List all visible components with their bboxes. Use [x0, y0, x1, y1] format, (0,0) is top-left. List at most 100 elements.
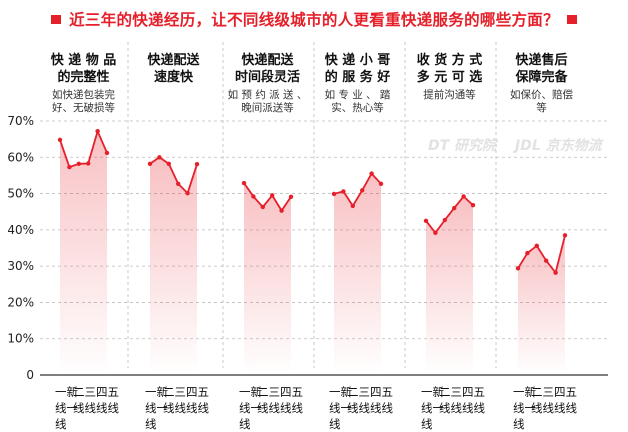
x-tier-label: 三 线	[268, 385, 281, 415]
series-line-1	[59, 130, 108, 169]
chart-title: 近三年的快递经历，让不同线级城市的人更看重快递服务的哪些方面？	[69, 11, 559, 29]
data-point-3-5	[279, 208, 284, 213]
watermark-dt: DT 研究院	[428, 138, 497, 154]
x-tier-label: 二 线	[163, 385, 175, 415]
category-title-3: 快递配送 时间段灵活	[234, 53, 300, 85]
y-tick-label: 10%	[7, 332, 34, 346]
data-point-2-4	[176, 181, 181, 186]
x-tier-label: 三 线	[542, 385, 555, 415]
x-tier-label: 五 线	[107, 385, 120, 415]
data-point-3-2	[251, 194, 256, 199]
data-point-6-5	[553, 270, 558, 275]
category-title-6: 快递售后 保障完备	[515, 53, 568, 85]
title-row: 近三年的快递经历，让不同线级城市的人更看重快递服务的哪些方面？	[0, 6, 628, 32]
category-title-5: 收 货 方 式 多 元 可 选	[416, 53, 483, 85]
data-point-3-3	[260, 204, 265, 210]
data-point-5-5	[461, 194, 466, 199]
series-area-5	[426, 196, 473, 375]
x-tier-label: 三 线	[174, 385, 187, 415]
x-tier-label: 五 线	[381, 385, 394, 415]
x-tier-label: 三 线	[358, 385, 371, 415]
data-point-6-3	[534, 243, 539, 249]
data-point-2-6	[194, 161, 200, 167]
data-point-6-4	[544, 258, 549, 263]
data-point-1-2	[67, 164, 72, 170]
data-point-5-2	[433, 230, 438, 235]
y-tick-label: 20%	[7, 295, 34, 309]
x-tier-label: 四 线	[280, 385, 292, 415]
data-point-5-3	[442, 217, 447, 223]
x-tier-label: 一新 线一 线	[55, 385, 78, 431]
x-tier-label: 一新 线一 线	[513, 385, 536, 431]
x-tier-label: 五 线	[197, 385, 210, 415]
data-point-3-6	[288, 194, 294, 200]
y-tick-label: 40%	[7, 223, 34, 237]
series-area-3	[244, 183, 291, 375]
category-note-4: 如 专 业 、 踏 实、热心等	[324, 89, 391, 114]
x-tier-label: 五 线	[565, 385, 578, 415]
series-line-3	[243, 182, 292, 212]
series-area-2	[150, 157, 197, 375]
x-tier-label: 二 线	[257, 385, 269, 415]
category-title-2: 快递配送 速度快	[147, 53, 200, 85]
data-point-4-1	[331, 191, 337, 197]
data-point-2-5	[185, 191, 190, 196]
x-tier-label: 四 线	[554, 385, 566, 415]
data-point-5-4	[452, 205, 457, 211]
x-tier-label: 五 线	[291, 385, 304, 415]
category-title-1: 快 递 物 品 的完整性	[50, 53, 117, 85]
x-tier-label: 一新 线一 线	[239, 385, 262, 431]
title-left-marker	[51, 14, 62, 24]
x-tier-label: 三 线	[84, 385, 97, 415]
x-tier-label: 二 线	[73, 385, 85, 415]
data-point-2-2	[157, 155, 162, 160]
data-point-4-6	[378, 181, 384, 186]
title-right-marker	[566, 14, 577, 24]
y-tick-label: 0	[26, 368, 34, 382]
y-tick-label: 30%	[7, 259, 34, 273]
x-tier-label: 四 线	[370, 385, 382, 415]
series-area-1	[60, 131, 107, 375]
y-tick-label: 50%	[7, 187, 34, 201]
category-note-1: 如快递包装完 好、无破损等	[52, 89, 115, 114]
y-tick-label: 60%	[7, 150, 34, 164]
x-tier-label: 四 线	[186, 385, 198, 415]
x-tier-label: 四 线	[462, 385, 474, 415]
data-point-6-6	[562, 233, 568, 238]
data-point-4-2	[341, 189, 346, 194]
data-point-2-3	[166, 161, 171, 167]
category-note-5: 提前沟通等	[423, 89, 476, 101]
data-point-1-5	[95, 128, 100, 134]
x-tier-label: 二 线	[347, 385, 359, 415]
data-point-4-3	[350, 203, 355, 209]
watermark-jdl: JDL 京东物流	[515, 138, 602, 154]
x-tier-label: 五 线	[473, 385, 486, 415]
data-point-4-4	[360, 188, 365, 193]
series-area-4	[334, 173, 381, 375]
x-tier-label: 一新 线一 线	[329, 385, 352, 431]
data-point-2-1	[147, 161, 153, 167]
data-point-6-1	[515, 266, 521, 271]
x-tier-label: 二 线	[531, 385, 543, 415]
category-note-6: 如保价、赔偿 等	[510, 89, 573, 114]
data-point-1-1	[57, 137, 63, 143]
data-point-1-6	[104, 150, 110, 156]
x-tier-label: 三 线	[450, 385, 463, 415]
data-point-3-4	[270, 193, 275, 198]
data-point-6-2	[525, 250, 530, 256]
data-point-1-4	[86, 161, 91, 166]
category-title-4: 快 递 小 哥 的 服 务 好	[324, 53, 391, 85]
y-tick-label: 70%	[7, 114, 34, 128]
x-tier-label: 一新 线一 线	[421, 385, 444, 431]
x-tier-label: 四 线	[96, 385, 108, 415]
category-note-3: 如 预 约 派 送 、 晚间派送等	[227, 89, 308, 114]
x-tier-label: 一新 线一 线	[145, 385, 168, 431]
data-point-5-6	[470, 202, 476, 208]
data-point-5-1	[423, 218, 429, 223]
data-point-4-5	[369, 171, 374, 176]
series-line-6	[517, 235, 566, 274]
data-point-1-3	[76, 161, 82, 167]
data-point-3-1	[241, 180, 247, 186]
x-tier-label: 二 线	[439, 385, 451, 415]
